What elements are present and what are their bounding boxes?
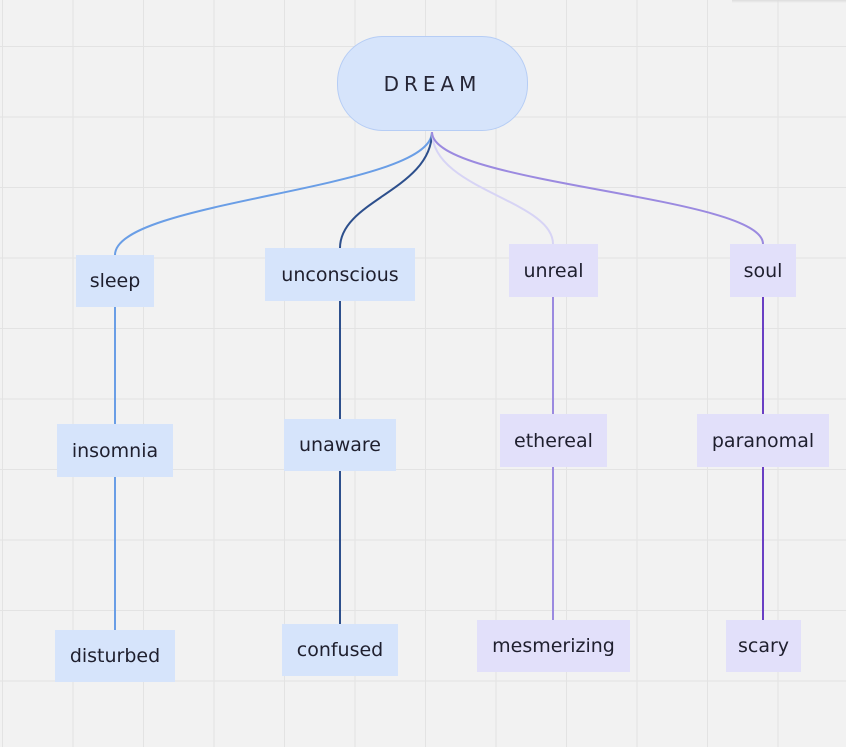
node-scary[interactable]: scary	[726, 620, 801, 672]
link-dream-soul	[431, 131, 764, 245]
link-dream-unconscious	[339, 131, 433, 249]
link-dream-sleep	[114, 131, 433, 256]
node-soul[interactable]: soul	[730, 244, 796, 297]
node-unaware[interactable]: unaware	[284, 419, 396, 471]
node-confused[interactable]: confused	[282, 624, 398, 676]
node-ethereal[interactable]: ethereal	[500, 414, 607, 467]
node-mesmerizing[interactable]: mesmerizing	[477, 620, 630, 672]
panel-edge	[732, 0, 846, 3]
node-disturbed[interactable]: disturbed	[55, 630, 175, 682]
node-sleep[interactable]: sleep	[76, 255, 154, 307]
link-dream-unreal	[431, 131, 554, 245]
node-insomnia[interactable]: insomnia	[57, 424, 173, 477]
node-unconscious[interactable]: unconscious	[265, 248, 415, 301]
node-paranomal[interactable]: paranomal	[697, 414, 829, 467]
node-unreal[interactable]: unreal	[509, 244, 598, 297]
node-dream[interactable]: DREAM	[337, 36, 528, 131]
